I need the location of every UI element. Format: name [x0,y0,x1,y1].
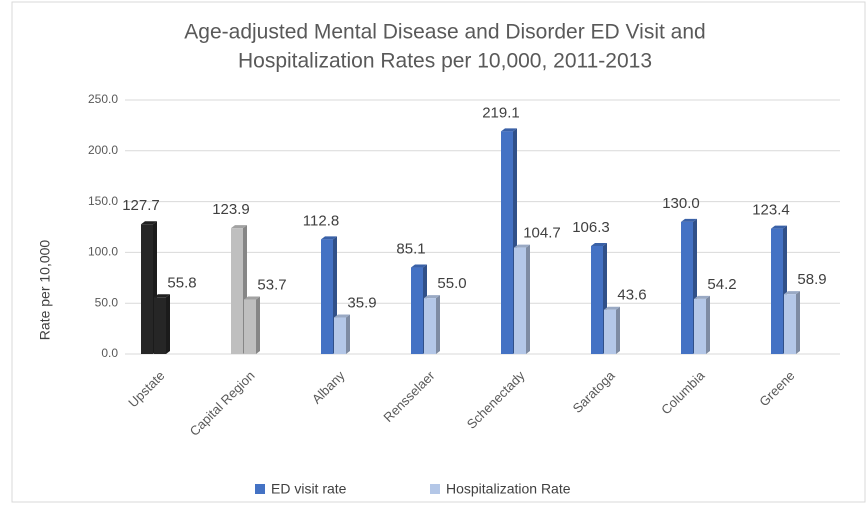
y-tick-label: 0.0 [101,346,118,360]
legend-swatch [430,484,440,494]
data-label: 53.7 [257,276,286,293]
bar-top [154,294,170,298]
y-axis-label: Rate per 10,000 [37,240,53,341]
data-label: 55.8 [167,274,196,291]
bar [681,221,693,354]
bar-side [436,295,440,354]
bar-side [256,296,260,354]
y-tick-label: 250.0 [88,92,118,106]
bar-side [616,306,620,354]
data-label: 35.9 [347,294,376,311]
bar [424,298,436,354]
bar [694,298,706,354]
bar [154,297,166,354]
y-tick-label: 150.0 [88,194,118,208]
bar-top [694,295,710,299]
legend-label: Hospitalization Rate [446,481,571,497]
bar-top [771,225,787,229]
bar-top [141,221,157,225]
bar-top [321,236,337,240]
data-label: 127.7 [122,197,160,214]
bar-side [346,314,350,354]
y-tick-label: 50.0 [95,295,119,309]
bar [321,239,333,354]
bar-top [514,244,530,248]
bar-top [784,291,800,295]
legend-label: ED visit rate [271,481,347,497]
bar-top [604,306,620,310]
bar [411,267,423,354]
bar [604,309,616,354]
bar [141,224,153,354]
bar-top [231,225,247,229]
data-label: 85.1 [396,241,425,258]
data-label: 219.1 [482,104,520,121]
bar-side [796,291,800,354]
bar [771,228,783,354]
bar [591,245,603,354]
bar-top [244,296,260,300]
bar-top [591,242,607,246]
data-label: 43.6 [617,287,646,304]
data-label: 130.0 [662,195,700,212]
data-label: 55.0 [437,275,466,292]
bar [501,131,513,354]
data-label: 112.8 [303,212,339,229]
bar-top [501,128,517,132]
data-label: 58.9 [797,271,826,288]
data-label: 123.9 [212,201,250,218]
bar [244,299,256,354]
data-label: 104.7 [523,225,561,242]
bar-side [166,294,170,354]
chart-title: Age-adjusted Mental Disease and Disorder… [184,21,705,44]
bar [231,228,243,354]
data-label: 106.3 [572,219,610,236]
bar [784,294,796,354]
bar-top [424,295,440,299]
chart-title: Hospitalization Rates per 10,000, 2011-2… [238,50,652,73]
bar-top [681,218,697,222]
data-label: 54.2 [707,276,736,293]
y-tick-label: 100.0 [88,245,118,259]
y-tick-label: 200.0 [88,143,118,157]
bar-side [706,295,710,354]
bar-top [411,264,427,268]
data-label: 123.4 [752,202,790,219]
bar-top [334,314,350,318]
bar [514,247,526,354]
legend-swatch [255,484,265,494]
bar-side [526,244,530,354]
bar [334,317,346,354]
